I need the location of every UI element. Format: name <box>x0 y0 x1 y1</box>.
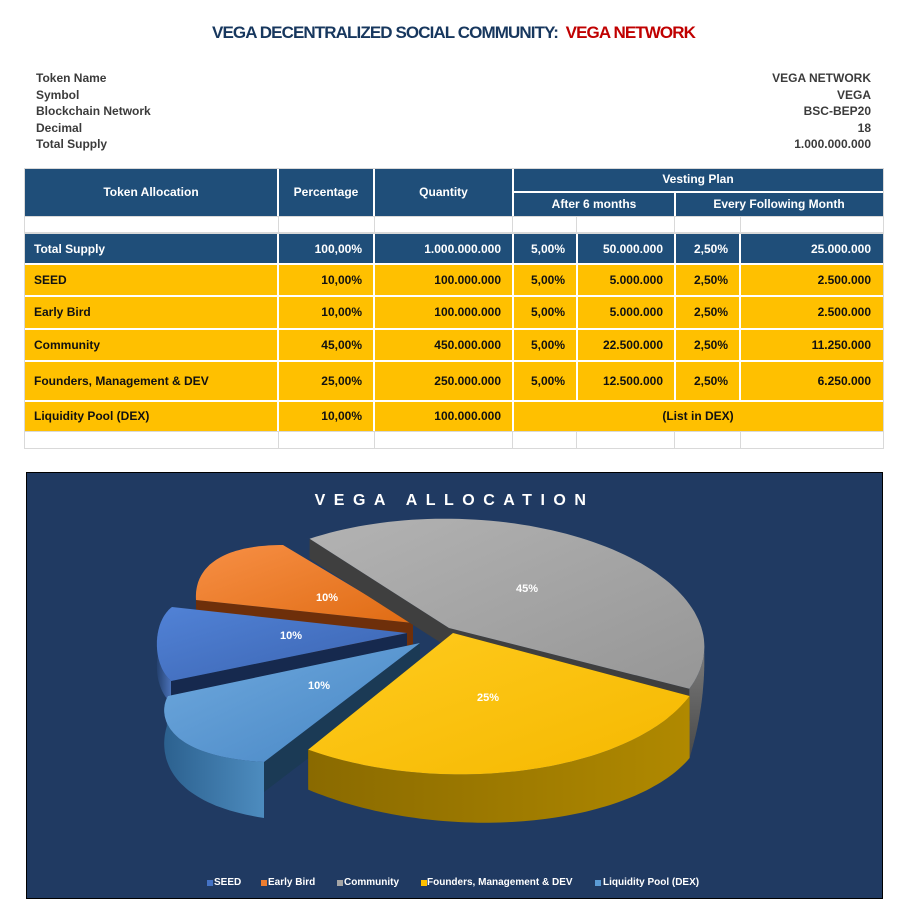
svg-text:10%: 10% <box>308 680 330 692</box>
svg-text:25%: 25% <box>477 692 499 704</box>
svg-text:10%: 10% <box>316 592 338 604</box>
svg-text:45%: 45% <box>516 583 538 595</box>
svg-text:10%: 10% <box>280 630 302 642</box>
